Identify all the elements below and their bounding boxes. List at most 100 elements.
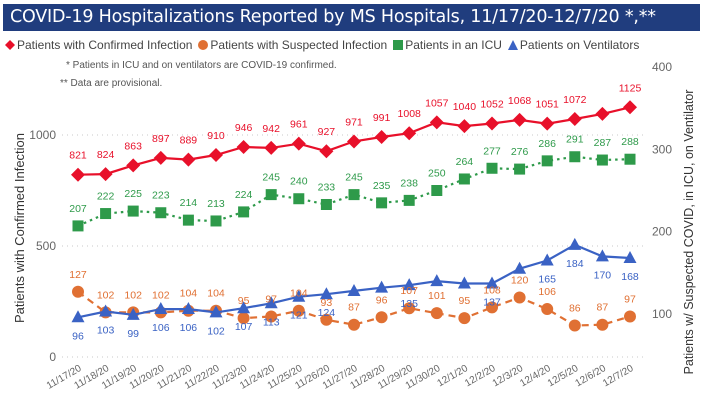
data-point [71, 310, 85, 323]
legend: Patients with Confirmed Infection Patien… [5, 38, 639, 52]
legend-item-suspected[interactable]: Patients with Suspected Infection [198, 38, 387, 52]
diamond-icon [5, 40, 15, 50]
data-label: 264 [456, 156, 474, 168]
data-point [71, 167, 85, 182]
data-point [623, 100, 637, 115]
data-point [320, 313, 333, 326]
data-label: 225 [124, 188, 142, 200]
data-point [457, 119, 472, 134]
data-point [291, 136, 306, 151]
data-label: 1040 [453, 101, 477, 113]
data-point [126, 307, 140, 320]
data-point [347, 283, 361, 296]
data-label: 240 [290, 176, 308, 188]
data-point [100, 208, 112, 220]
y-tick-label: 500 [36, 239, 56, 253]
data-label: 107 [400, 285, 418, 297]
legend-item-ventilators[interactable]: Patients on Ventilators [507, 38, 640, 52]
legend-item-icu[interactable]: Patients in an ICU [393, 38, 502, 52]
data-label: 223 [152, 190, 170, 202]
data-point [153, 150, 168, 165]
data-point [624, 153, 636, 165]
legend-label: Patients on Ventilators [519, 38, 640, 52]
y2-tick-label: 100 [652, 307, 672, 321]
data-point [569, 151, 581, 163]
data-point [375, 311, 388, 324]
data-point [513, 291, 526, 304]
data-label: 1052 [480, 98, 504, 110]
data-point [375, 280, 389, 293]
data-label: 103 [97, 325, 115, 337]
data-point [431, 185, 443, 196]
data-label: 165 [538, 273, 556, 285]
legend-label: Patients with Suspected Infection [210, 38, 388, 52]
data-label: 86 [569, 303, 581, 315]
data-label: 1057 [425, 97, 449, 109]
data-label: 170 [594, 269, 612, 281]
data-point [596, 154, 608, 166]
data-point [265, 310, 278, 323]
data-point [540, 253, 554, 266]
data-point [540, 116, 555, 131]
data-label: 106 [152, 322, 170, 334]
data-point [347, 134, 361, 149]
data-label: 287 [594, 137, 612, 149]
data-label: 113 [263, 316, 280, 328]
data-point [595, 106, 610, 121]
data-point [154, 302, 168, 315]
data-point [512, 112, 527, 127]
data-label: 135 [400, 298, 418, 310]
data-label: 168 [621, 271, 639, 283]
data-label: 104 [207, 288, 225, 300]
data-point [486, 162, 498, 174]
data-point [458, 312, 471, 325]
data-point [319, 144, 334, 159]
data-point [403, 194, 415, 206]
data-point [236, 139, 251, 154]
data-point [98, 167, 113, 182]
data-label: 102 [97, 289, 115, 301]
x-tick-label: 12/7/20 [601, 363, 636, 389]
y-axis-title: Patients with Confirmed Infection [12, 133, 27, 323]
data-point [127, 205, 139, 217]
data-label: 121 [290, 310, 308, 322]
legend-label: Patients in an ICU [405, 38, 502, 52]
data-point [181, 302, 195, 315]
data-label: 222 [97, 191, 115, 203]
data-label: 245 [262, 172, 280, 184]
data-label: 107 [235, 321, 253, 333]
data-point [99, 304, 113, 317]
x-tick-label: 12/1/20 [435, 363, 470, 389]
data-point [541, 155, 553, 167]
data-label: 824 [97, 149, 115, 161]
data-label: 1008 [398, 108, 422, 120]
legend-item-confirmed[interactable]: Patients with Confirmed Infection [5, 38, 192, 52]
data-point [292, 289, 306, 302]
data-point [264, 140, 279, 155]
data-label: 184 [566, 258, 584, 270]
x-tick-label: 12/6/20 [573, 363, 608, 389]
legend-label: Patients with Confirmed Infection [17, 38, 193, 52]
data-label: 120 [511, 275, 529, 287]
x-tick-label: 12/5/20 [546, 363, 581, 389]
data-point [429, 115, 444, 130]
data-point [430, 307, 443, 320]
data-label: 102 [207, 325, 225, 337]
data-label: 97 [265, 293, 277, 305]
circle-icon [198, 40, 209, 50]
data-label: 102 [152, 289, 170, 301]
x-tick-label: 12/2/20 [463, 363, 498, 389]
note-icu-ventilators: * Patients in ICU and on ventilators are… [66, 60, 337, 71]
data-label: 127 [69, 269, 87, 281]
data-point [264, 296, 278, 309]
data-label: 863 [124, 140, 142, 152]
y2-tick-label: 300 [652, 142, 672, 156]
data-label: 946 [235, 122, 253, 134]
data-point [182, 214, 194, 226]
data-label: 106 [180, 322, 198, 334]
data-label: 224 [235, 189, 253, 201]
data-label: 235 [373, 180, 391, 192]
data-label: 96 [376, 294, 388, 306]
data-label: 961 [290, 119, 308, 131]
